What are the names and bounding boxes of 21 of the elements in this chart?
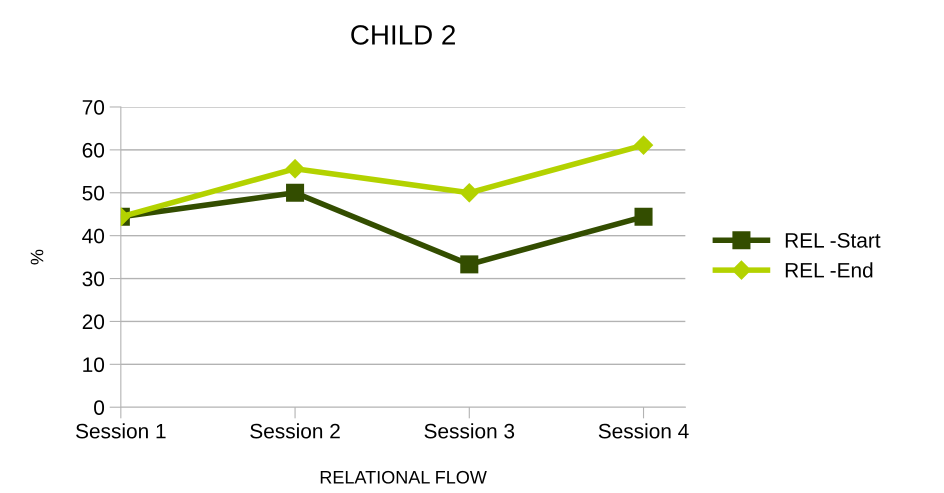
point xyxy=(634,208,653,226)
y-tick-label: 20 xyxy=(82,314,104,330)
y-axis-title: % xyxy=(30,250,44,264)
legend-label: REL -Start xyxy=(786,233,880,248)
x-tick-label: Session 2 xyxy=(250,423,340,438)
y-tick-label: 30 xyxy=(82,272,104,286)
legend-label: REL -End xyxy=(786,262,872,278)
y-tick-label: 40 xyxy=(82,228,104,244)
y-tick-label: 0 xyxy=(94,400,104,415)
x-axis-title: RELATIONAL FLOW xyxy=(320,470,487,484)
y-tick-label: 70 xyxy=(82,100,104,115)
chart-title: CHILD 2 xyxy=(351,25,455,45)
x-tick-label: Session 1 xyxy=(76,423,166,438)
point xyxy=(634,136,654,155)
point xyxy=(460,183,479,202)
x-tick-label: Session 3 xyxy=(424,423,514,438)
y-tick-label: 60 xyxy=(82,142,104,158)
point xyxy=(460,255,478,274)
y-tick-label: 10 xyxy=(83,357,104,372)
y-tick-label: 50 xyxy=(82,186,104,201)
x-tick-label: Session 4 xyxy=(598,423,689,438)
